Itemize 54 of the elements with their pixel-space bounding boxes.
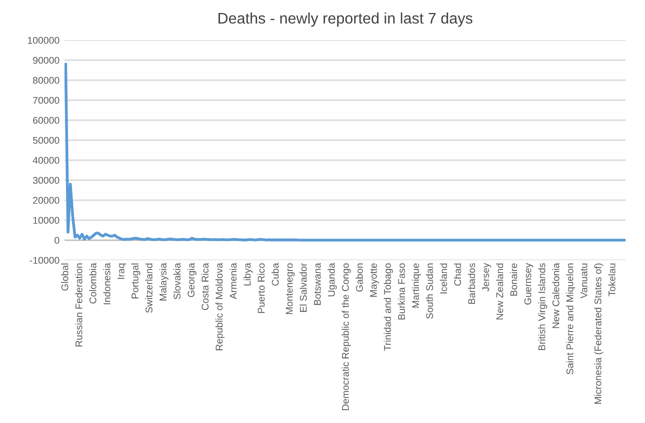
x-tick-label: Costa Rica <box>201 262 209 310</box>
x-tick-label: Micronesia (Federated States of) <box>594 264 604 404</box>
x-tick-label: El Salvador <box>300 263 307 312</box>
x-tick-label: Iceland <box>440 264 448 294</box>
x-tick-label: South Sudan <box>426 264 434 319</box>
y-tick-label: 70000 <box>33 96 60 104</box>
y-tick-label: 100000 <box>28 36 60 44</box>
y-tick-label: 40000 <box>32 156 60 164</box>
x-tick-label: Montenegro <box>286 263 295 314</box>
x-tick-label: British Virgin Islands <box>538 263 548 350</box>
x-tick-label: Chad <box>454 264 462 286</box>
x-tick-label: Malaysia <box>159 262 168 300</box>
x-tick-label: Armenia <box>229 262 237 300</box>
x-tick-label: Republic of Moldova <box>215 262 225 350</box>
x-tick-label: Barbados <box>468 263 476 304</box>
x-tick-label: Bonaire <box>510 263 518 296</box>
x-tick-label: Saint Pierre and Miquelon <box>566 264 576 374</box>
line-series <box>64 62 626 242</box>
y-tick-label: 80000 <box>33 76 60 84</box>
x-tick-label: Georgia <box>187 262 196 298</box>
y-tick-label: 50000 <box>32 136 60 144</box>
x-tick-label: Tokelau <box>608 264 616 296</box>
x-tick-label: Mayotte <box>370 263 379 297</box>
x-tick-label: Iraq <box>118 264 126 279</box>
x-tick-label: Colombia <box>89 262 96 304</box>
y-tick-label: 30000 <box>32 176 60 184</box>
x-tick-label: Slovakia <box>173 262 181 300</box>
x-tick-label: Guernsey <box>524 262 534 305</box>
y-tick-label: 60000 <box>33 116 60 124</box>
y-tick-label: 10000 <box>33 216 60 224</box>
y-tick-label: 90000 <box>33 56 60 64</box>
y-tick-label: 0 <box>54 236 60 244</box>
x-tick-label: Global <box>61 264 68 291</box>
x-tick-label: Switzerland <box>145 264 152 313</box>
x-tick-label: Cuba <box>272 262 279 286</box>
x-tick-label: New Zealand <box>496 264 504 320</box>
x-tick-label: Gabon <box>356 264 363 292</box>
x-tick-label: Democratic Republic of the Congo <box>342 263 351 410</box>
x-tick-label: Indonesia <box>103 262 110 304</box>
x-tick-label: Libya <box>244 262 253 286</box>
y-tick-label: 20000 <box>33 196 60 204</box>
y-tick-label: -10000 <box>30 256 60 264</box>
x-tick-label: Jersey <box>482 262 492 292</box>
x-tick-label: New Caledonia <box>552 262 560 328</box>
x-tick-label: Puerto Rico <box>258 263 265 313</box>
chart-title: Deaths - newly reported in last 7 days <box>218 12 472 27</box>
x-tick-label: Botswana <box>314 262 321 305</box>
x-tick-label: Vanuatu <box>580 264 588 298</box>
x-tick-label: Burkina Faso <box>398 263 405 320</box>
x-tick-label: Russian Federation <box>75 264 82 346</box>
x-tick-label: Uganda <box>328 262 337 296</box>
x-tick-label: Martinique <box>412 263 421 308</box>
x-tick-label: Trinidad and Tobago <box>384 263 393 351</box>
x-tick-label: Portugal <box>131 264 140 298</box>
